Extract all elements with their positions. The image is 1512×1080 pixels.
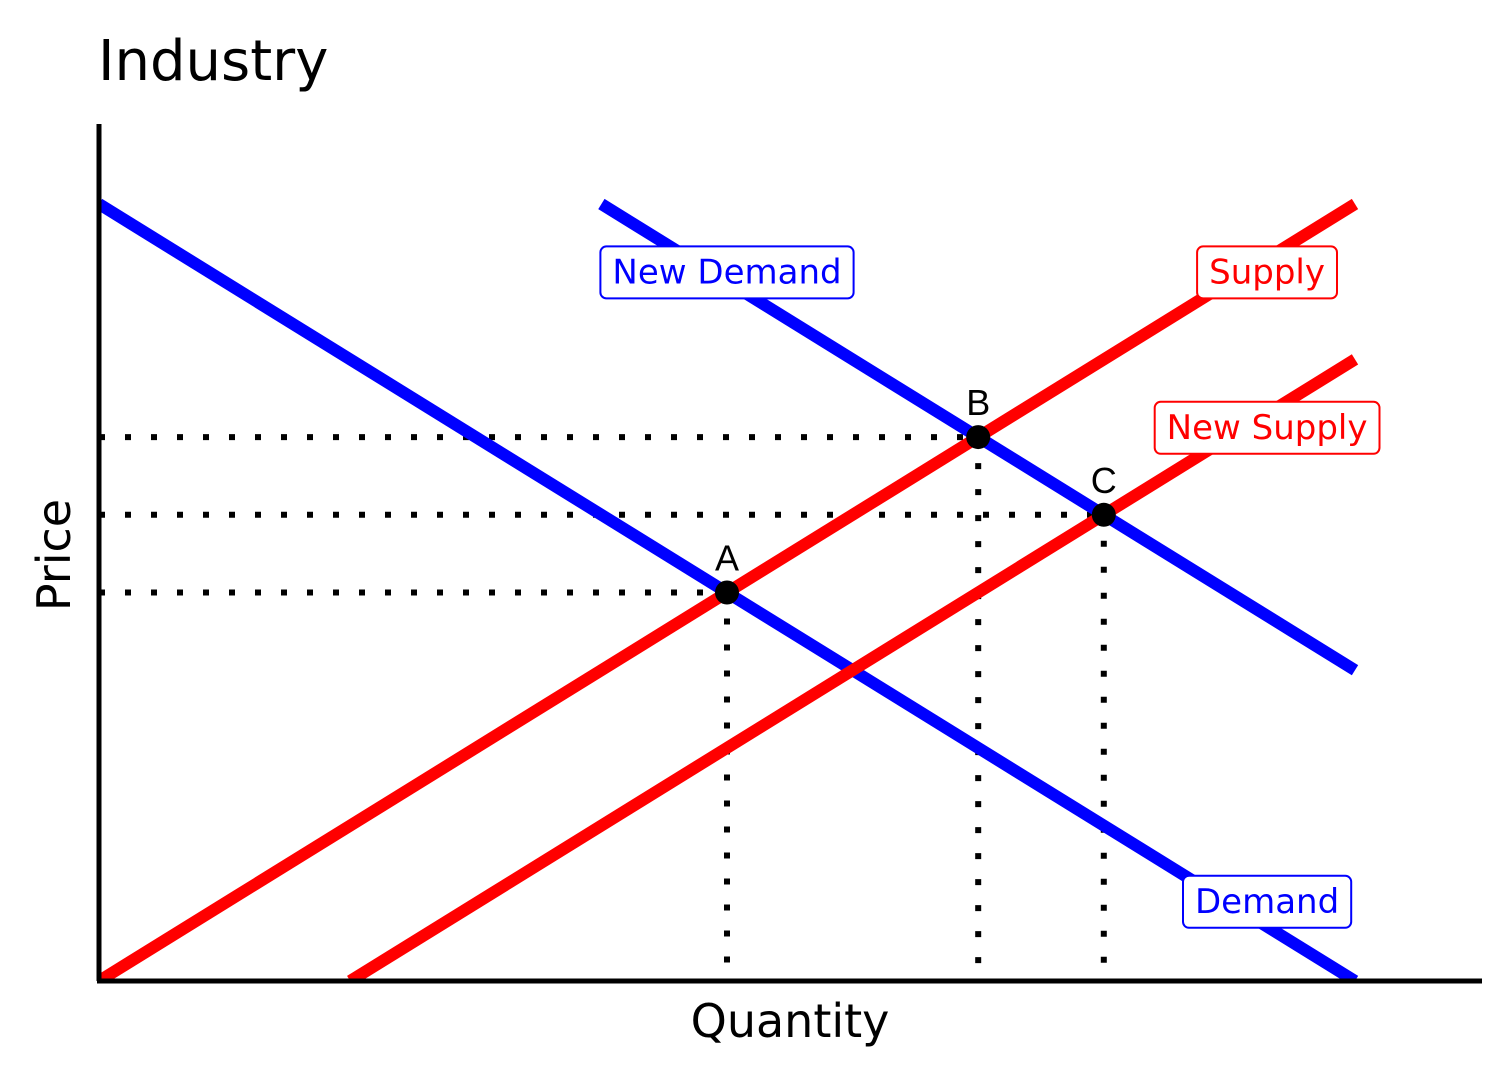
x-axis-label: Quantity xyxy=(691,994,890,1048)
curve-label-text-supply: Supply xyxy=(1209,252,1325,292)
curve-label-supply: Supply xyxy=(1196,245,1338,300)
chart-title: Industry xyxy=(98,29,328,94)
equilibrium-point-b xyxy=(966,425,991,450)
curve-label-box-new-demand xyxy=(599,245,855,300)
curve-label-text-new-demand: New Demand xyxy=(612,252,841,292)
curve-label-new-demand: New Demand xyxy=(599,245,855,300)
y-axis-label: Price xyxy=(27,499,81,611)
curve-label-demand: Demand xyxy=(1182,874,1353,929)
curve-label-text-demand: Demand xyxy=(1195,882,1339,922)
equilibrium-point-c xyxy=(1091,502,1116,527)
curve-label-layer: Demand New Demand Supply New Supply xyxy=(599,245,1381,929)
series-line-new-supply xyxy=(347,354,1359,980)
guide-lines xyxy=(99,434,1107,981)
point-label-b: B xyxy=(966,382,990,423)
curve-label-box-new-supply xyxy=(1153,400,1381,455)
curve-label-box-demand xyxy=(1182,874,1353,929)
point-label-c: C xyxy=(1091,460,1117,501)
equilibrium-point-a xyxy=(715,580,739,605)
curve-label-new-supply: New Supply xyxy=(1153,400,1381,455)
points-layer: A B C xyxy=(715,382,1117,605)
curve-label-box-supply xyxy=(1196,245,1338,300)
point-label-a: A xyxy=(715,538,739,579)
axes xyxy=(96,124,1482,984)
curve-label-text-new-supply: New Supply xyxy=(1167,408,1368,448)
